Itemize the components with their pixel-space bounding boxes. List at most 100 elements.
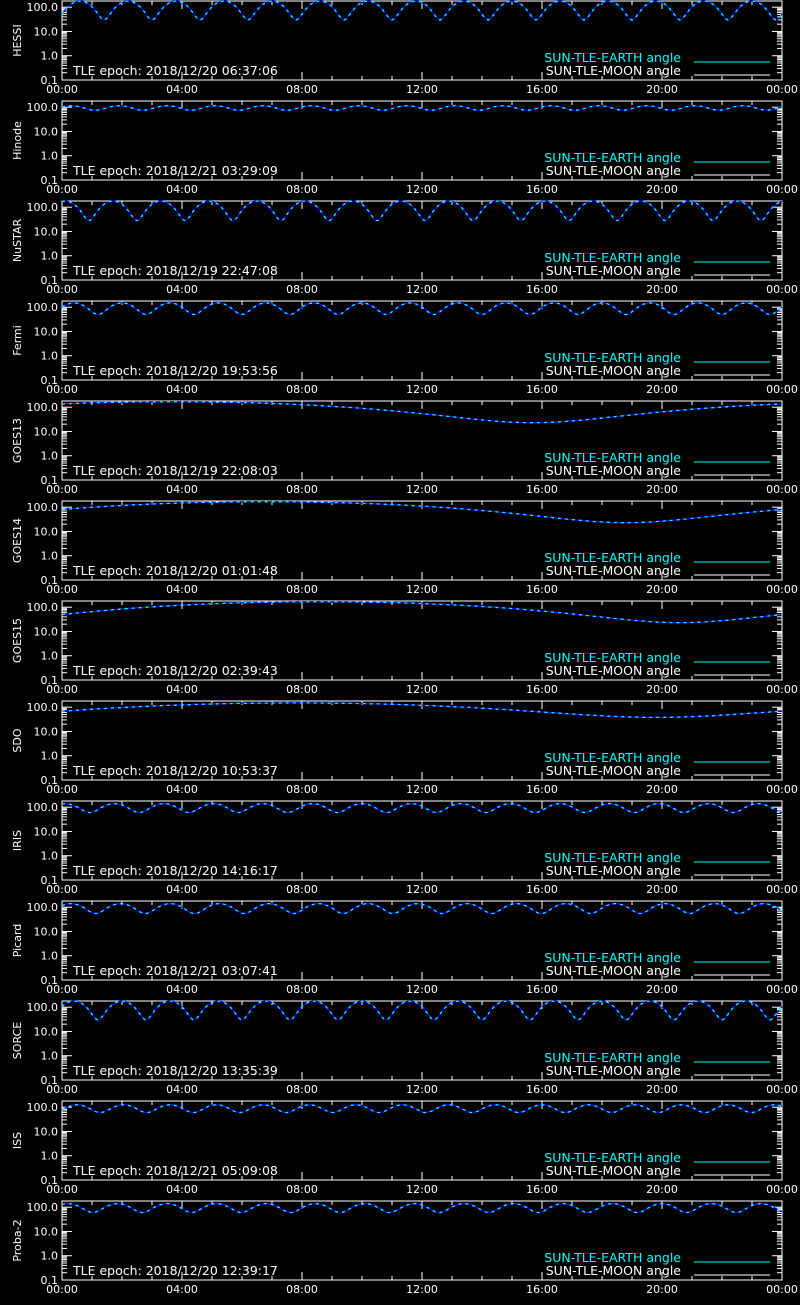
tle-epoch-label: TLE epoch: 2018/12/21 05:09:08 [72,1163,278,1178]
x-tick-label: 00:00 [46,483,78,496]
y-tick-label: 10.0 [34,125,59,138]
legend-earth-label: SUN-TLE-EARTH angle [544,450,681,465]
x-tick-label: 16:00 [526,583,558,596]
x-tick-label: 12:00 [406,83,438,96]
y-tick-label: 10.0 [34,325,59,338]
y-tick-label: 1.0 [41,850,59,863]
panel-iris: 100.010.01.00.100:00 04:00 08:00 12:00 16:00… [11,800,798,896]
y-tick-label: 1.0 [41,1250,59,1263]
tle-epoch-label: TLE epoch: 2018/12/20 19:53:56 [72,363,278,378]
sun-earth-angle-curve [61,105,783,111]
x-tick-label: 12:00 [406,283,438,296]
panel-goes15: 100.010.01.00.100:00 04:00 08:00 12:00 16:00… [11,600,798,696]
x-tick-label: 16:00 [526,83,558,96]
x-tick-label: 00:00 [46,683,78,696]
y-tick-label: 10.0 [34,925,59,938]
y-tick-label: 10.0 [34,225,59,238]
y-tick-label: 100.0 [27,201,59,214]
x-tick-label: 04:00 [166,783,198,796]
legend-moon-label: SUN-TLE-MOON angle [546,363,682,378]
y-tick-label: 100.0 [27,801,59,814]
y-tick-label: 10.0 [34,425,59,438]
satellite-label: Fermi [11,325,24,356]
x-tick-label: 00:00 [766,683,798,696]
x-tick-label: 12:00 [406,1183,438,1196]
x-tick-label: 08:00 [286,883,318,896]
x-tick-label: 04:00 [166,1083,198,1096]
legend-moon-label: SUN-TLE-MOON angle [546,563,682,578]
y-tick-label: 0.1 [41,774,59,787]
x-tick-label: 04:00 [166,483,198,496]
x-tick-label: 04:00 [166,83,198,96]
x-tick-label: 00:00 [46,1283,78,1296]
y-tick-label: 1.0 [41,950,59,963]
sun-moon-angle-curve [61,1202,783,1214]
tle-epoch-label: TLE epoch: 2018/12/20 14:16:17 [72,863,278,878]
legend-earth-label: SUN-TLE-EARTH angle [544,350,681,365]
x-tick-label: 08:00 [286,1183,318,1196]
x-tick-label: 16:00 [526,1183,558,1196]
x-tick-label: 08:00 [286,783,318,796]
x-tick-label: 00:00 [766,883,798,896]
x-tick-label: 04:00 [166,1183,198,1196]
legend-moon-label: SUN-TLE-MOON angle [546,63,682,78]
x-tick-label: 08:00 [286,683,318,696]
x-tick-label: 00:00 [46,83,78,96]
x-tick-label: 08:00 [286,983,318,996]
legend-moon-label: SUN-TLE-MOON angle [546,163,682,178]
y-tick-label: 1.0 [41,250,59,263]
x-tick-label: 00:00 [46,883,78,896]
y-tick-label: 0.1 [41,374,59,387]
x-tick-label: 20:00 [646,1083,678,1096]
x-tick-label: 00:00 [46,1083,78,1096]
x-tick-label: 04:00 [166,1283,198,1296]
x-tick-label: 08:00 [286,1283,318,1296]
x-tick-label: 16:00 [526,983,558,996]
y-tick-label: 100.0 [27,901,59,914]
satellite-label: SORCE [11,1022,24,1059]
y-tick-label: 10.0 [34,1025,59,1038]
x-tick-label: 16:00 [526,183,558,196]
panel-nustar: 100.010.01.00.100:00 04:00 08:00 12:00 16:00… [11,200,798,296]
x-tick-label: 16:00 [526,1283,558,1296]
panel-hessi: 100.010.01.00.100:00 04:00 08:00 12:00 16:00… [11,0,798,96]
y-tick-label: 10.0 [34,25,59,38]
panel-sdo: 100.010.01.00.100:00 04:00 08:00 12:00 16:00… [11,700,798,796]
x-tick-label: 16:00 [526,883,558,896]
y-tick-label: 0.1 [41,274,59,287]
x-tick-label: 04:00 [166,983,198,996]
x-tick-label: 12:00 [406,483,438,496]
y-tick-label: 1.0 [41,1050,59,1063]
y-tick-label: 1.0 [41,350,59,363]
legend-earth-label: SUN-TLE-EARTH angle [544,950,681,965]
sun-moon-angle-curve [61,1104,783,1114]
y-tick-label: 0.1 [41,674,59,687]
y-tick-label: 100.0 [27,1201,59,1214]
y-tick-label: 1.0 [41,150,59,163]
sun-moon-angle-curve [61,1000,783,1021]
panel-fermi: 100.010.01.00.100:00 04:00 08:00 12:00 16:00… [11,300,798,396]
satellite-label: Hinode [11,121,24,160]
legend-moon-label: SUN-TLE-MOON angle [546,1063,682,1078]
x-tick-label: 00:00 [766,483,798,496]
x-tick-label: 20:00 [646,1183,678,1196]
legend-earth-label: SUN-TLE-EARTH angle [544,850,681,865]
x-tick-label: 00:00 [46,983,78,996]
x-tick-label: 08:00 [286,383,318,396]
satellite-label: NuSTAR [11,219,24,263]
tle-epoch-label: TLE epoch: 2018/12/20 12:39:17 [72,1263,278,1278]
satellite-label: Proba-2 [11,1219,24,1261]
y-tick-label: 0.1 [41,474,59,487]
x-tick-label: 00:00 [766,983,798,996]
satellite-label: ISS [11,1132,24,1149]
x-tick-label: 08:00 [286,83,318,96]
tle-epoch-label: TLE epoch: 2018/12/20 02:39:43 [72,663,278,678]
x-tick-label: 08:00 [286,283,318,296]
x-tick-label: 16:00 [526,683,558,696]
y-tick-label: 0.1 [41,74,59,87]
tle-epoch-label: TLE epoch: 2018/12/21 03:07:41 [72,963,278,978]
x-tick-label: 16:00 [526,383,558,396]
x-tick-label: 00:00 [766,283,798,296]
x-tick-label: 08:00 [286,583,318,596]
